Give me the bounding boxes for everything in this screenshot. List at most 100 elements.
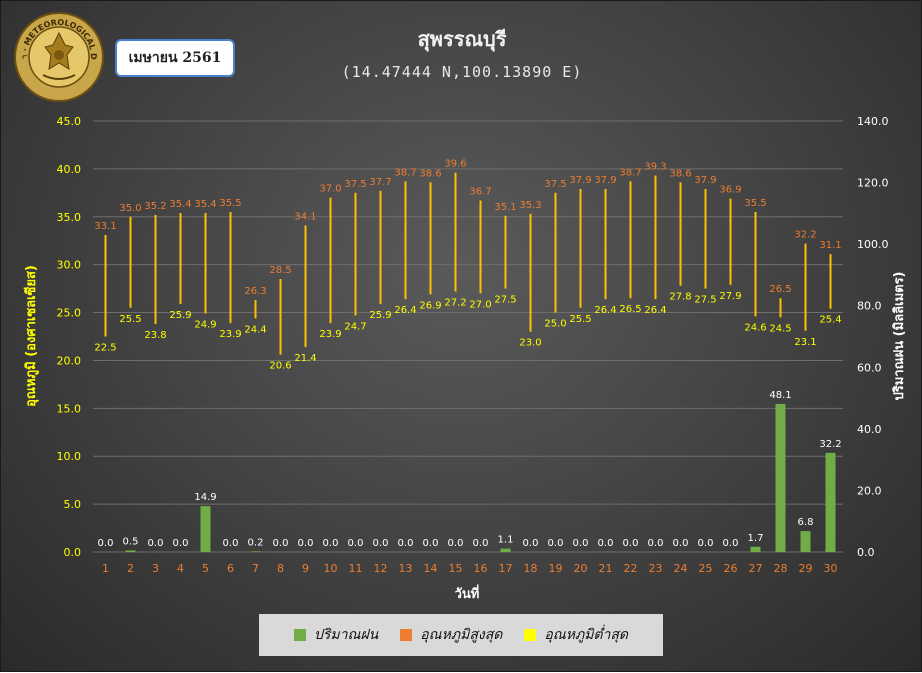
rain-bar — [500, 548, 511, 552]
x-tick-label: 4 — [177, 562, 184, 575]
x-tick-label: 26 — [724, 562, 738, 575]
x-tick-label: 10 — [324, 562, 338, 575]
x-tick-label: 20 — [574, 562, 588, 575]
right-tick-label: 120.0 — [857, 177, 889, 190]
left-tick-label: 5.0 — [64, 498, 82, 511]
min-temp-label: 22.5 — [94, 343, 116, 354]
legend-swatch-min-temp — [524, 629, 537, 641]
max-temp-label: 26.5 — [769, 284, 791, 295]
rain-label: 0.0 — [648, 538, 664, 549]
left-tick-label: 25.0 — [57, 307, 82, 320]
rain-label: 6.8 — [798, 517, 814, 528]
min-temp-label: 27.9 — [719, 291, 741, 302]
rain-label: 0.0 — [348, 538, 364, 549]
right-tick-label: 20.0 — [857, 484, 882, 497]
legend-label-rain: ปริมาณฝน — [313, 627, 379, 643]
x-axis-label: วันที่ — [455, 584, 480, 602]
x-tick-label: 24 — [674, 562, 688, 575]
rain-bar — [750, 546, 761, 552]
rain-label: 0.0 — [723, 538, 739, 549]
max-temp-label: 35.5 — [219, 198, 241, 209]
min-temp-label: 23.8 — [144, 330, 166, 341]
rain-label: 0.2 — [248, 537, 264, 548]
max-temp-label: 35.1 — [494, 202, 516, 213]
rain-label: 0.0 — [523, 538, 539, 549]
max-temp-label: 38.6 — [419, 168, 441, 179]
left-tick-label: 0.0 — [64, 546, 82, 559]
x-tick-label: 30 — [824, 562, 838, 575]
x-tick-label: 17 — [499, 562, 513, 575]
min-temp-label: 20.6 — [269, 361, 291, 372]
legend-swatch-rain — [293, 629, 306, 641]
min-temp-label: 24.9 — [194, 320, 216, 331]
x-tick-label: 29 — [799, 562, 813, 575]
max-temp-label: 37.9 — [594, 175, 616, 186]
meteorological-department-logo: กรมอุตุนิยมวิทยา · METEOROLOGICAL DEPART… — [13, 11, 104, 102]
legend-item-max-temp: อุณหภูมิสูงสุด — [400, 624, 502, 646]
right-axis-label: ปริมาณฝน (มิลลิเมตร) — [892, 271, 907, 400]
max-temp-label: 35.4 — [169, 199, 191, 210]
min-temp-label: 25.0 — [544, 319, 566, 330]
max-temp-label: 34.1 — [294, 211, 316, 222]
max-temp-label: 37.5 — [344, 179, 366, 190]
right-tick-label: 60.0 — [857, 361, 882, 374]
rain-label: 0.0 — [548, 538, 564, 549]
x-tick-label: 18 — [524, 562, 538, 575]
max-temp-label: 36.7 — [469, 186, 491, 197]
chart-title: สุพรรณบุรี — [417, 27, 507, 51]
chart-subtitle: (14.47444 N,100.13890 E) — [341, 63, 583, 81]
data-labels: 0.0 33.1 22.5 0.5 35.0 25.5 0.0 35.2 23.8 0.0 35.4… — [94, 159, 841, 549]
rain-bar — [825, 452, 836, 552]
max-temp-label: 38.6 — [669, 168, 691, 179]
x-tick-label: 22 — [624, 562, 638, 575]
rain-label: 14.9 — [194, 492, 216, 503]
max-temp-label: 35.2 — [144, 201, 166, 212]
max-temp-label: 35.3 — [519, 200, 541, 211]
min-temp-label: 25.4 — [819, 315, 841, 326]
rain-label: 0.0 — [373, 538, 389, 549]
min-temp-label: 23.1 — [794, 337, 816, 348]
x-tick-label: 5 — [202, 562, 209, 575]
right-tick-label: 0.0 — [857, 546, 875, 559]
x-tick-label: 6 — [227, 562, 234, 575]
legend-label-min-temp: อุณหภูมิต่ำสุด — [544, 627, 629, 643]
gridlines — [93, 120, 843, 553]
x-tick-label: 9 — [302, 562, 309, 575]
max-temp-label: 26.3 — [244, 286, 266, 297]
min-temp-label: 27.5 — [494, 295, 516, 306]
max-temp-label: 37.9 — [694, 175, 716, 186]
max-temp-label: 35.4 — [194, 199, 216, 210]
x-tick-label: 14 — [424, 562, 438, 575]
left-axis-label: อุณหภูมิ (องศาเซลเซียส) — [23, 265, 39, 407]
left-tick-label: 20.0 — [57, 354, 82, 367]
left-tick-label: 45.0 — [57, 115, 82, 128]
rain-label: 1.1 — [498, 535, 514, 546]
max-temp-label: 37.9 — [569, 175, 591, 186]
max-temp-label: 36.9 — [719, 185, 741, 196]
x-tick-label: 2 — [127, 562, 134, 575]
temperature-ranges — [104, 172, 832, 355]
left-tick-label: 40.0 — [57, 163, 82, 176]
rain-label: 0.0 — [698, 538, 714, 549]
legend-swatch-max-temp — [400, 629, 413, 641]
rain-bar — [250, 551, 261, 552]
left-tick-label: 10.0 — [57, 450, 82, 463]
legend-item-rain: ปริมาณฝน — [293, 624, 379, 646]
left-tick-label: 15.0 — [57, 402, 82, 415]
x-tick-label: 13 — [399, 562, 413, 575]
max-temp-label: 37.0 — [319, 184, 341, 195]
min-temp-label: 27.0 — [469, 299, 491, 310]
min-temp-label: 25.5 — [119, 314, 141, 325]
min-temp-label: 27.8 — [669, 292, 691, 303]
max-temp-label: 35.0 — [119, 203, 141, 214]
rain-bar — [800, 531, 811, 552]
rain-label: 32.2 — [819, 439, 841, 450]
max-temp-label: 38.7 — [394, 167, 416, 178]
min-temp-label: 25.9 — [169, 310, 191, 321]
right-axis-ticks: 0.0 20.0 40.0 60.0 80.0 100.0 120.0 140.0 — [857, 115, 889, 559]
min-temp-label: 25.5 — [569, 314, 591, 325]
x-tick-label: 15 — [449, 562, 463, 575]
x-tick-label: 12 — [374, 562, 388, 575]
max-temp-label: 37.7 — [369, 177, 391, 188]
